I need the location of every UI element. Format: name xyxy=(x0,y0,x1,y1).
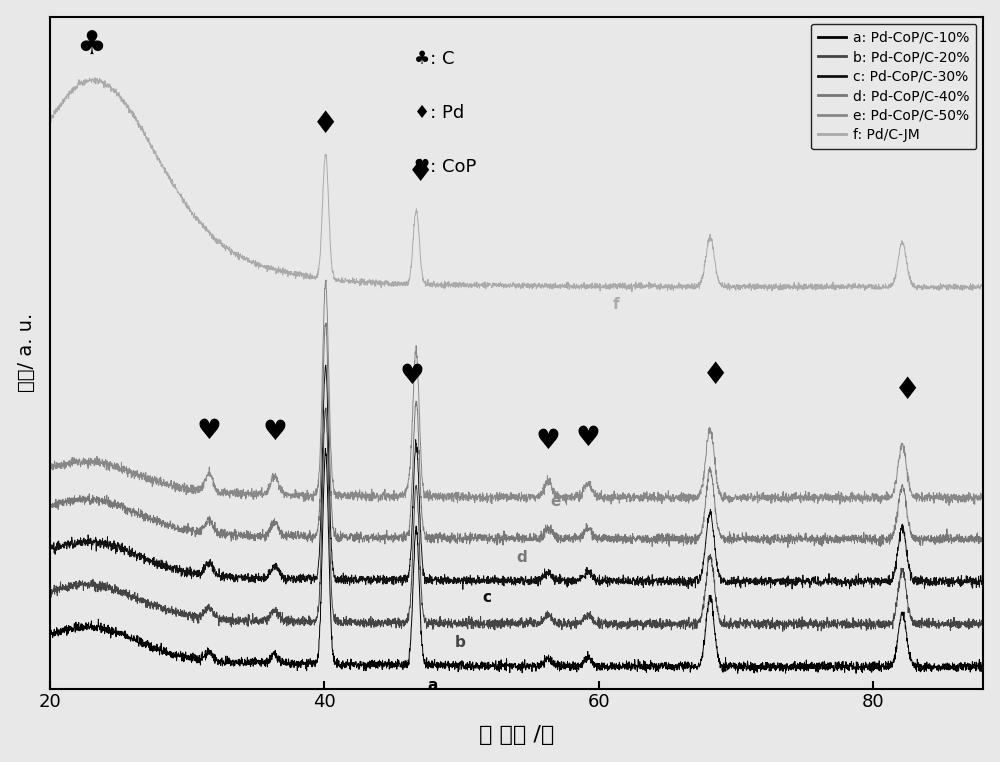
f: Pd/C-JM: (23.3, 0.78): Pd/C-JM: (23.3, 0.78) xyxy=(89,73,101,82)
Text: ♦: Pd: ♦: Pd xyxy=(414,104,464,122)
c: Pd-CoP/C-30%: (52.3, 0.118): Pd-CoP/C-30%: (52.3, 0.118) xyxy=(488,578,500,588)
b: Pd-CoP/C-20%: (52.3, 0.058): Pd-CoP/C-20%: (52.3, 0.058) xyxy=(487,624,499,633)
c: Pd-CoP/C-30%: (82.6, 0.139): Pd-CoP/C-30%: (82.6, 0.139) xyxy=(903,562,915,572)
Text: f: f xyxy=(613,297,619,312)
a: Pd-CoP/C-10%: (52.3, 0.00883): Pd-CoP/C-10%: (52.3, 0.00883) xyxy=(487,662,499,671)
e: Pd-CoP/C-50%: (85.9, 0.229): Pd-CoP/C-50%: (85.9, 0.229) xyxy=(949,494,961,503)
e: Pd-CoP/C-50%: (69.4, 0.226): Pd-CoP/C-50%: (69.4, 0.226) xyxy=(722,496,734,505)
d: Pd-CoP/C-40%: (20, 0.222): Pd-CoP/C-40%: (20, 0.222) xyxy=(44,499,56,508)
c: Pd-CoP/C-30%: (49.1, 0.121): Pd-CoP/C-30%: (49.1, 0.121) xyxy=(444,577,456,586)
f: Pd/C-JM: (49.1, 0.508): Pd/C-JM: (49.1, 0.508) xyxy=(444,280,456,290)
e: Pd-CoP/C-50%: (40.1, 0.515): Pd-CoP/C-50%: (40.1, 0.515) xyxy=(320,276,332,285)
Text: a: a xyxy=(427,678,438,693)
f: Pd/C-JM: (85.9, 0.506): Pd/C-JM: (85.9, 0.506) xyxy=(949,283,961,292)
c: Pd-CoP/C-30%: (20, 0.163): Pd-CoP/C-30%: (20, 0.163) xyxy=(44,544,56,553)
b: Pd-CoP/C-20%: (20, 0.105): Pd-CoP/C-20%: (20, 0.105) xyxy=(44,589,56,598)
a: Pd-CoP/C-10%: (49.1, 0.0127): Pd-CoP/C-10%: (49.1, 0.0127) xyxy=(444,659,456,668)
X-axis label: 衍 射角 /度: 衍 射角 /度 xyxy=(479,725,554,745)
c: Pd-CoP/C-30%: (88, 0.118): Pd-CoP/C-30%: (88, 0.118) xyxy=(977,579,989,588)
Line: a: Pd-CoP/C-10%: a: Pd-CoP/C-10% xyxy=(50,448,983,674)
a: Pd-CoP/C-10%: (88, 0.00985): Pd-CoP/C-10%: (88, 0.00985) xyxy=(977,661,989,671)
Text: b: b xyxy=(455,636,466,650)
Text: ♥: ♥ xyxy=(196,417,221,445)
d: Pd-CoP/C-40%: (52.3, 0.176): Pd-CoP/C-40%: (52.3, 0.176) xyxy=(487,534,499,543)
b: Pd-CoP/C-20%: (85.9, 0.0628): Pd-CoP/C-20%: (85.9, 0.0628) xyxy=(949,621,961,630)
d: Pd-CoP/C-40%: (69.4, 0.178): Pd-CoP/C-40%: (69.4, 0.178) xyxy=(722,533,734,543)
Text: ♦: ♦ xyxy=(312,110,339,139)
f: Pd/C-JM: (20, 0.723): Pd/C-JM: (20, 0.723) xyxy=(44,117,56,126)
e: Pd-CoP/C-50%: (88, 0.225): Pd-CoP/C-50%: (88, 0.225) xyxy=(977,497,989,506)
a: Pd-CoP/C-10%: (70.1, 0): Pd-CoP/C-10%: (70.1, 0) xyxy=(732,669,744,678)
Line: c: Pd-CoP/C-30%: c: Pd-CoP/C-30% xyxy=(50,365,983,589)
c: Pd-CoP/C-30%: (50.1, 0.11): Pd-CoP/C-30%: (50.1, 0.11) xyxy=(457,584,469,594)
a: Pd-CoP/C-10%: (20, 0.0529): Pd-CoP/C-10%: (20, 0.0529) xyxy=(44,629,56,638)
Legend: a: Pd-CoP/C-10%, b: Pd-CoP/C-20%, c: Pd-CoP/C-30%, d: Pd-CoP/C-40%, e: Pd-CoP/C-: a: Pd-CoP/C-10%, b: Pd-CoP/C-20%, c: Pd-… xyxy=(811,24,976,149)
Text: ♥: CoP: ♥: CoP xyxy=(414,158,476,176)
a: Pd-CoP/C-10%: (40.1, 0.295): Pd-CoP/C-10%: (40.1, 0.295) xyxy=(319,443,331,453)
d: Pd-CoP/C-40%: (48.6, 0.178): Pd-CoP/C-40%: (48.6, 0.178) xyxy=(436,533,448,542)
Text: ♣: C: ♣: C xyxy=(414,50,454,69)
c: Pd-CoP/C-30%: (40.1, 0.404): Pd-CoP/C-30%: (40.1, 0.404) xyxy=(320,360,332,370)
e: Pd-CoP/C-50%: (82.5, 0.254): Pd-CoP/C-50%: (82.5, 0.254) xyxy=(902,475,914,484)
e: Pd-CoP/C-50%: (48.6, 0.23): Pd-CoP/C-50%: (48.6, 0.23) xyxy=(436,493,448,502)
e: Pd-CoP/C-50%: (49.1, 0.228): Pd-CoP/C-50%: (49.1, 0.228) xyxy=(444,495,456,504)
Text: ♥: ♥ xyxy=(536,427,560,455)
Text: ♦: ♦ xyxy=(407,158,434,187)
f: Pd/C-JM: (69.4, 0.506): Pd/C-JM: (69.4, 0.506) xyxy=(722,283,734,292)
c: Pd-CoP/C-30%: (85.9, 0.121): Pd-CoP/C-30%: (85.9, 0.121) xyxy=(949,576,961,585)
a: Pd-CoP/C-10%: (48.6, 0.0102): Pd-CoP/C-10%: (48.6, 0.0102) xyxy=(436,661,448,670)
d: Pd-CoP/C-40%: (88, 0.177): Pd-CoP/C-40%: (88, 0.177) xyxy=(977,533,989,543)
e: Pd-CoP/C-50%: (20, 0.272): Pd-CoP/C-50%: (20, 0.272) xyxy=(44,461,56,470)
Line: d: Pd-CoP/C-40%: d: Pd-CoP/C-40% xyxy=(50,323,983,547)
d: Pd-CoP/C-40%: (49.1, 0.175): Pd-CoP/C-40%: (49.1, 0.175) xyxy=(444,535,456,544)
Y-axis label: 强度/ a. u.: 强度/ a. u. xyxy=(17,313,36,392)
d: Pd-CoP/C-40%: (40.2, 0.459): Pd-CoP/C-40%: (40.2, 0.459) xyxy=(320,319,332,328)
Line: f: Pd/C-JM: f: Pd/C-JM xyxy=(50,78,983,292)
d: Pd-CoP/C-40%: (82.6, 0.198): Pd-CoP/C-40%: (82.6, 0.198) xyxy=(903,518,915,527)
a: Pd-CoP/C-10%: (69.4, 0.00775): Pd-CoP/C-10%: (69.4, 0.00775) xyxy=(722,663,734,672)
f: Pd/C-JM: (48.6, 0.507): Pd/C-JM: (48.6, 0.507) xyxy=(436,281,448,290)
d: Pd-CoP/C-40%: (85.9, 0.174): Pd-CoP/C-40%: (85.9, 0.174) xyxy=(949,536,961,545)
f: Pd/C-JM: (88, 0.507): Pd/C-JM: (88, 0.507) xyxy=(977,282,989,291)
Line: e: Pd-CoP/C-50%: e: Pd-CoP/C-50% xyxy=(50,280,983,505)
Text: e: e xyxy=(551,494,561,509)
a: Pd-CoP/C-10%: (85.9, 0.00418): Pd-CoP/C-10%: (85.9, 0.00418) xyxy=(949,665,961,674)
f: Pd/C-JM: (82.6, 0.524): Pd/C-JM: (82.6, 0.524) xyxy=(903,269,915,278)
Text: ♦: ♦ xyxy=(702,361,729,390)
f: Pd/C-JM: (62.4, 0.5): Pd/C-JM: (62.4, 0.5) xyxy=(626,287,638,296)
b: Pd-CoP/C-20%: (82.6, 0.0837): Pd-CoP/C-20%: (82.6, 0.0837) xyxy=(903,605,915,614)
f: Pd/C-JM: (52.3, 0.509): Pd/C-JM: (52.3, 0.509) xyxy=(487,280,499,290)
e: Pd-CoP/C-50%: (85.5, 0.22): Pd-CoP/C-50%: (85.5, 0.22) xyxy=(943,501,955,510)
b: Pd-CoP/C-20%: (69.4, 0.0613): Pd-CoP/C-20%: (69.4, 0.0613) xyxy=(722,622,734,631)
b: Pd-CoP/C-20%: (88, 0.0708): Pd-CoP/C-20%: (88, 0.0708) xyxy=(977,615,989,624)
Text: ♥: ♥ xyxy=(262,418,287,446)
Text: ♥: ♥ xyxy=(575,424,600,453)
Text: ♣: ♣ xyxy=(76,28,106,62)
Text: c: c xyxy=(482,591,491,605)
Text: d: d xyxy=(516,550,527,565)
a: Pd-CoP/C-10%: (82.6, 0.0303): Pd-CoP/C-10%: (82.6, 0.0303) xyxy=(903,645,915,655)
c: Pd-CoP/C-30%: (69.4, 0.122): Pd-CoP/C-30%: (69.4, 0.122) xyxy=(722,576,734,585)
b: Pd-CoP/C-20%: (48.6, 0.065): Pd-CoP/C-20%: (48.6, 0.065) xyxy=(436,620,448,629)
Text: ♦: ♦ xyxy=(894,376,921,405)
d: Pd-CoP/C-40%: (73.8, 0.165): Pd-CoP/C-40%: (73.8, 0.165) xyxy=(782,543,794,552)
e: Pd-CoP/C-50%: (52.3, 0.23): Pd-CoP/C-50%: (52.3, 0.23) xyxy=(487,493,499,502)
b: Pd-CoP/C-20%: (49.1, 0.0671): Pd-CoP/C-20%: (49.1, 0.0671) xyxy=(444,617,456,626)
b: Pd-CoP/C-20%: (73.4, 0.055): Pd-CoP/C-20%: (73.4, 0.055) xyxy=(777,627,789,636)
Text: ♥: ♥ xyxy=(400,362,425,390)
c: Pd-CoP/C-30%: (48.6, 0.118): Pd-CoP/C-30%: (48.6, 0.118) xyxy=(436,579,448,588)
Line: b: Pd-CoP/C-20%: b: Pd-CoP/C-20% xyxy=(50,408,983,632)
b: Pd-CoP/C-20%: (40.1, 0.348): Pd-CoP/C-20%: (40.1, 0.348) xyxy=(320,403,332,412)
